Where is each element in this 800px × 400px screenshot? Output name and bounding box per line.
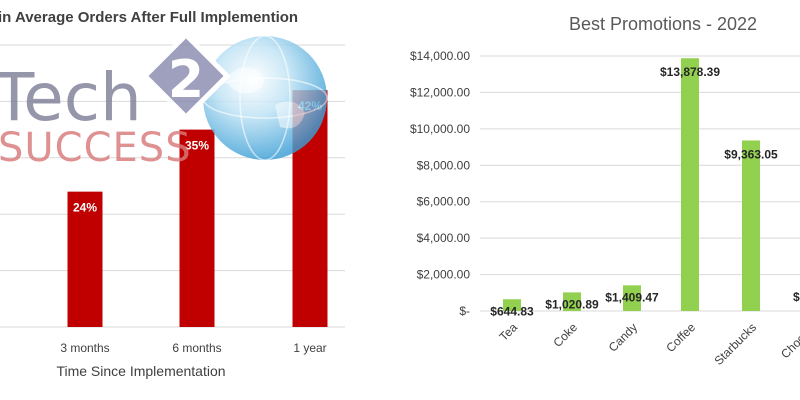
- right-chart-title: Best Promotions - 2022: [569, 14, 757, 34]
- x-tick-label: Candy: [606, 320, 640, 354]
- bar-data-label: $: [793, 290, 800, 304]
- x-tick-label: 3 months: [60, 341, 109, 355]
- bar-data-label: 35%: [185, 139, 209, 153]
- bar-6-months: [179, 129, 215, 327]
- y-tick-label: $4,000.00: [417, 231, 471, 245]
- bar-data-label: $1,409.47: [605, 290, 659, 304]
- y-tick-label: $6,000.00: [417, 195, 471, 209]
- bar-coke: [563, 292, 581, 311]
- bar-data-label: $1,020.89: [545, 297, 599, 311]
- tech2success-logo: 2 Tech SUCCESS: [0, 31, 328, 171]
- y-tick-label: $-: [459, 304, 470, 318]
- bar-data-label: 24%: [73, 201, 97, 215]
- globe-icon: [202, 35, 328, 161]
- y-tick-label: $12,000.00: [410, 85, 470, 99]
- bar-tea: [503, 299, 521, 311]
- x-tick-label: Coke: [550, 320, 580, 350]
- bar-starbucks: [742, 140, 760, 311]
- x-tick-label: Tea: [497, 320, 521, 344]
- bar-data-label: $9,363.05: [724, 147, 778, 161]
- y-tick-label: $2,000.00: [417, 268, 471, 282]
- y-tick-label: $14,000.00: [410, 49, 470, 63]
- bar-data-label: $644.83: [490, 304, 534, 318]
- x-tick-label: 6 months: [172, 341, 221, 355]
- x-tick-label: 1 year: [293, 341, 326, 355]
- bar-data-label: $13,878.39: [660, 65, 720, 79]
- promotions-chart: $- $2,000.00 $4,000.00 $6,000.00 $8,000.00 $1…: [410, 14, 800, 368]
- bar-coffee: [681, 58, 699, 311]
- logo-diamond: [141, 31, 231, 121]
- bar-3-months: [67, 191, 103, 327]
- y-tick-label: $8,000.00: [417, 158, 471, 172]
- x-tick-label: Chocola: [778, 320, 800, 361]
- x-tick-label: Starbucks: [711, 320, 759, 368]
- left-x-axis-label: Time Since Implementation: [56, 363, 225, 379]
- logo-word-tech: Tech: [0, 59, 142, 136]
- x-tick-label: Coffee: [663, 320, 698, 355]
- logo-word-success: SUCCESS: [0, 125, 192, 171]
- bar-candy: [623, 285, 641, 311]
- left-chart-title: in Average Orders After Full Implementio…: [0, 9, 298, 26]
- logo-digit: 2: [168, 50, 204, 110]
- y-tick-label: $10,000.00: [410, 122, 470, 136]
